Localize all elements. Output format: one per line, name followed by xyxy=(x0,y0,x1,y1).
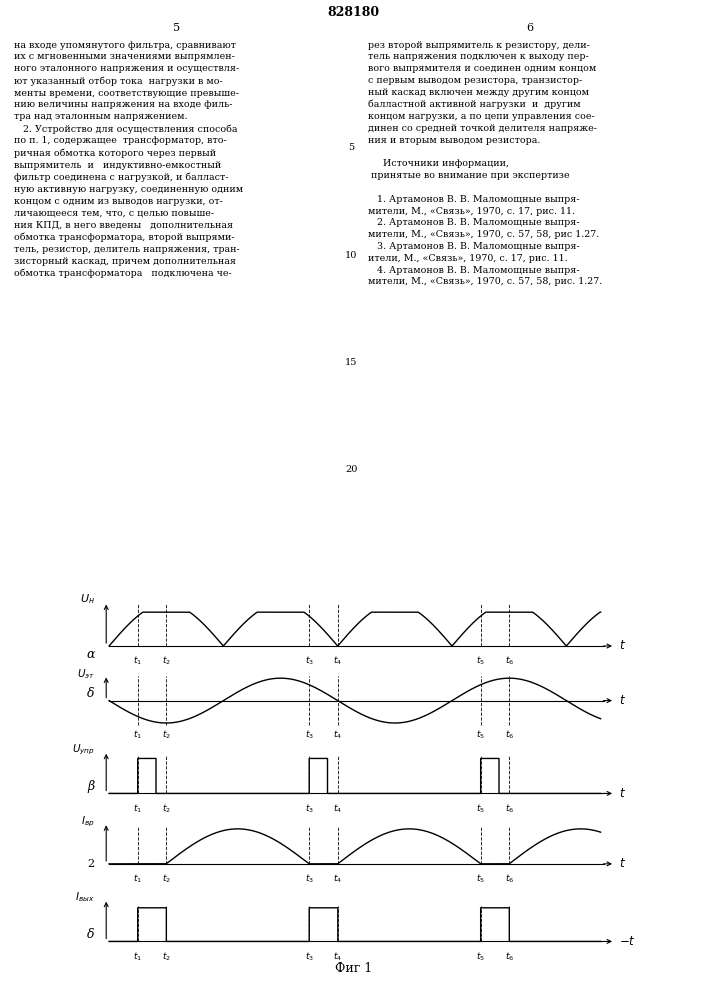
Text: $U_н$: $U_н$ xyxy=(80,593,95,606)
Text: β: β xyxy=(88,780,95,793)
Text: 10: 10 xyxy=(345,251,358,260)
Text: $t_3$: $t_3$ xyxy=(305,950,314,963)
Text: $t_6$: $t_6$ xyxy=(505,728,514,741)
Text: $t_5$: $t_5$ xyxy=(476,802,485,815)
Text: 20: 20 xyxy=(345,465,358,474)
Text: $t_4$: $t_4$ xyxy=(333,950,342,963)
Text: $I_{вых}$: $I_{вых}$ xyxy=(76,891,95,904)
Text: $t_2$: $t_2$ xyxy=(162,950,170,963)
Text: 5: 5 xyxy=(349,143,354,152)
Text: $t_3$: $t_3$ xyxy=(305,654,314,667)
Text: $t_6$: $t_6$ xyxy=(505,654,514,667)
Text: 828180: 828180 xyxy=(327,6,380,19)
Text: на входе упомянутого фильтра, сравнивают
их с мгновенными значениями выпрямлен-
: на входе упомянутого фильтра, сравнивают… xyxy=(14,41,243,278)
Text: α: α xyxy=(86,648,95,661)
Text: δ: δ xyxy=(87,928,95,941)
Text: $t_6$: $t_6$ xyxy=(505,950,514,963)
Text: $t_2$: $t_2$ xyxy=(162,654,170,667)
Text: $t_4$: $t_4$ xyxy=(333,872,342,885)
Text: $I_{вр}$: $I_{вр}$ xyxy=(81,814,95,829)
Text: $U_{упр}$: $U_{упр}$ xyxy=(72,742,95,757)
Text: $t_1$: $t_1$ xyxy=(133,654,142,667)
Text: $-t$: $-t$ xyxy=(619,935,636,948)
Text: $t_1$: $t_1$ xyxy=(133,728,142,741)
Text: 5: 5 xyxy=(173,23,180,33)
Text: $t$: $t$ xyxy=(619,857,626,870)
Text: 15: 15 xyxy=(345,358,358,367)
Text: $t_3$: $t_3$ xyxy=(305,872,314,885)
Text: $U_{эт}$: $U_{эт}$ xyxy=(77,667,95,681)
Text: Фиг 1: Фиг 1 xyxy=(335,962,372,975)
Text: $t_5$: $t_5$ xyxy=(476,950,485,963)
Text: $t_1$: $t_1$ xyxy=(133,872,142,885)
Text: $t_5$: $t_5$ xyxy=(476,728,485,741)
Text: $t$: $t$ xyxy=(619,694,626,707)
Text: $t_4$: $t_4$ xyxy=(333,654,342,667)
Text: 2: 2 xyxy=(88,859,95,869)
Text: $t_1$: $t_1$ xyxy=(133,950,142,963)
Text: $t_2$: $t_2$ xyxy=(162,728,170,741)
Text: $t$: $t$ xyxy=(619,639,626,652)
Text: $t_1$: $t_1$ xyxy=(133,802,142,815)
Text: $t_6$: $t_6$ xyxy=(505,802,514,815)
Text: $t_4$: $t_4$ xyxy=(333,728,342,741)
Text: $t_2$: $t_2$ xyxy=(162,802,170,815)
Text: $t$: $t$ xyxy=(619,787,626,800)
Text: δ: δ xyxy=(87,687,95,700)
Text: $t_5$: $t_5$ xyxy=(476,654,485,667)
Text: $t_3$: $t_3$ xyxy=(305,728,314,741)
Text: $t_4$: $t_4$ xyxy=(333,802,342,815)
Text: $t_3$: $t_3$ xyxy=(305,802,314,815)
Text: $t_5$: $t_5$ xyxy=(476,872,485,885)
Text: рез второй выпрямитель к резистору, дели-
тель напряжения подключен к выходу пер: рез второй выпрямитель к резистору, дели… xyxy=(368,41,602,286)
Text: $t_6$: $t_6$ xyxy=(505,872,514,885)
Text: 6: 6 xyxy=(527,23,534,33)
Text: $t_2$: $t_2$ xyxy=(162,872,170,885)
